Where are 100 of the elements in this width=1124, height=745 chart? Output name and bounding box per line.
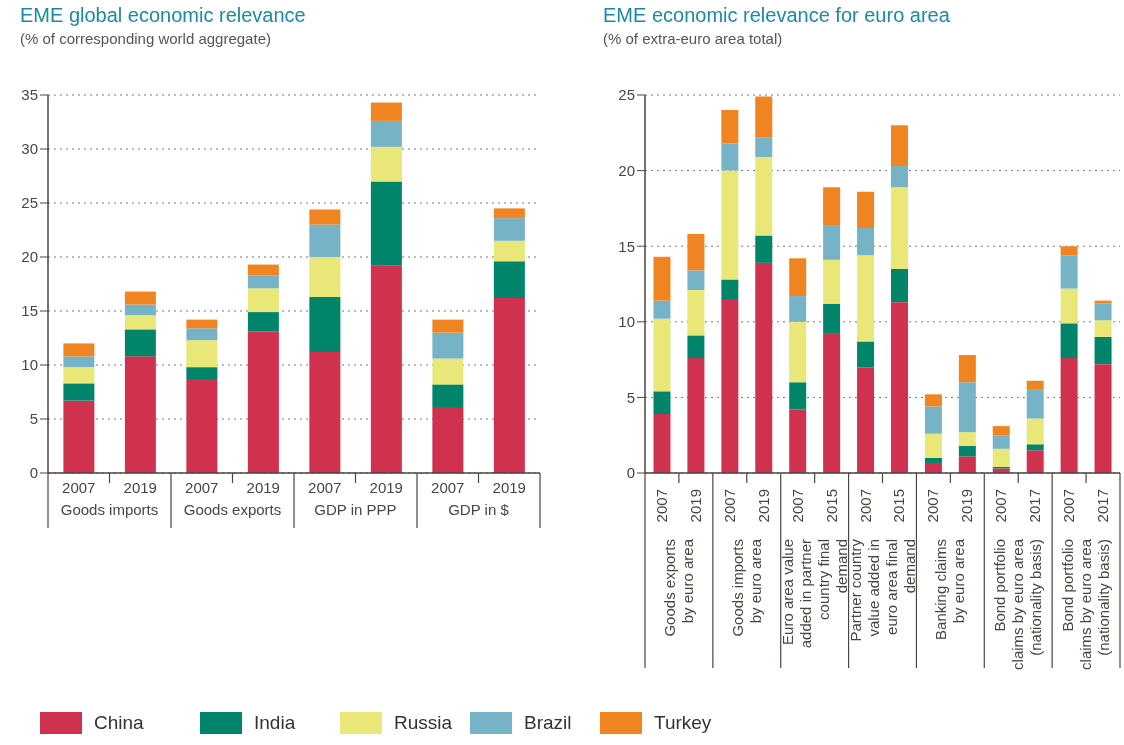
bar — [687, 335, 705, 359]
text: GDP in PPP — [314, 501, 397, 518]
x-tick-label: 2019 — [123, 479, 157, 496]
bar — [493, 240, 525, 262]
bar — [186, 367, 218, 380]
x-tick-label: 2019 — [246, 479, 280, 496]
bar — [890, 302, 908, 473]
bar — [370, 181, 402, 266]
legend-label: Russia — [394, 712, 453, 734]
x-tick-label: 2007 — [992, 489, 1010, 523]
bar — [124, 304, 156, 316]
bar — [493, 298, 525, 473]
bar — [755, 137, 773, 157]
bar — [432, 332, 464, 359]
bar — [890, 187, 908, 269]
bar — [857, 255, 875, 342]
bar — [687, 358, 705, 473]
y-tick-label: 15 — [618, 237, 635, 255]
bar — [823, 225, 841, 260]
bar — [186, 340, 218, 368]
bar — [63, 356, 95, 368]
bar — [924, 394, 942, 407]
bar — [789, 409, 807, 473]
text: Bond portfolio claims by euro area (nationality basis) — [991, 538, 1045, 670]
bar — [1060, 288, 1078, 324]
y-tick-label: 0 — [29, 464, 38, 482]
x-tick-label: 2007 — [62, 479, 96, 496]
bar — [124, 315, 156, 330]
bar — [755, 156, 773, 236]
bar — [924, 406, 942, 434]
bar — [653, 391, 671, 415]
bar — [63, 367, 95, 384]
bar — [958, 382, 976, 433]
bar — [493, 261, 525, 299]
legend-label: China — [94, 712, 144, 734]
bar — [857, 367, 875, 473]
bar — [653, 318, 671, 392]
text: Goods exports by euro area — [660, 538, 696, 637]
x-tick-label: 2007 — [788, 489, 806, 523]
bar — [687, 290, 705, 336]
x-tick-label: 2007 — [185, 479, 219, 496]
bar — [370, 265, 402, 473]
bar — [958, 432, 976, 446]
bar — [755, 235, 773, 263]
bar — [789, 258, 807, 297]
bar — [432, 319, 464, 333]
chart-title: EME economic relevance for euro area — [603, 4, 950, 27]
bar — [247, 264, 279, 276]
bar — [958, 445, 976, 457]
bar — [124, 356, 156, 473]
bar — [186, 379, 218, 473]
bar — [63, 400, 95, 473]
text: GDP in $ — [448, 501, 510, 518]
bar — [1094, 336, 1112, 365]
bar — [857, 191, 875, 229]
bar — [721, 110, 739, 144]
bar — [823, 259, 841, 304]
bar — [687, 270, 705, 291]
bar — [63, 383, 95, 401]
bar — [958, 456, 976, 473]
bar — [432, 407, 464, 473]
bar — [1026, 380, 1044, 390]
x-tick-label: 2019 — [958, 489, 976, 523]
bar — [247, 312, 279, 332]
bar — [958, 355, 976, 383]
y-tick-label: 30 — [21, 140, 38, 158]
bar — [890, 125, 908, 167]
y-tick-label: 35 — [21, 86, 38, 104]
bar — [1026, 444, 1044, 451]
y-tick-label: 25 — [21, 194, 38, 212]
bar — [63, 343, 95, 357]
x-tick-label: 2017 — [1094, 489, 1112, 523]
bar — [992, 448, 1010, 467]
bar — [1094, 303, 1112, 321]
bar — [721, 299, 739, 473]
bar — [186, 319, 218, 329]
x-tick-label: 2019 — [492, 479, 526, 496]
x-tick-label: 2019 — [686, 489, 704, 523]
y-tick-label: 25 — [618, 86, 635, 104]
bar — [1060, 246, 1078, 256]
bar — [1060, 323, 1078, 359]
bar — [823, 187, 841, 226]
y-tick-label: 15 — [21, 302, 38, 320]
bar — [789, 296, 807, 322]
bar — [247, 275, 279, 289]
y-tick-label: 10 — [21, 356, 38, 374]
text: Bond portfolio claims by euro area (nationality basis) — [1059, 538, 1113, 670]
bar — [309, 209, 341, 225]
bar — [493, 208, 525, 219]
bar — [721, 170, 739, 280]
bar — [124, 329, 156, 357]
legend-label: Turkey — [654, 712, 712, 734]
bar — [924, 433, 942, 458]
bar — [247, 288, 279, 313]
text: Goods exports — [183, 501, 282, 518]
bar — [1094, 364, 1112, 473]
x-tick-label: 2007 — [652, 489, 670, 523]
bar — [687, 234, 705, 271]
x-tick-label: 2017 — [1026, 489, 1044, 523]
bar — [653, 256, 671, 301]
